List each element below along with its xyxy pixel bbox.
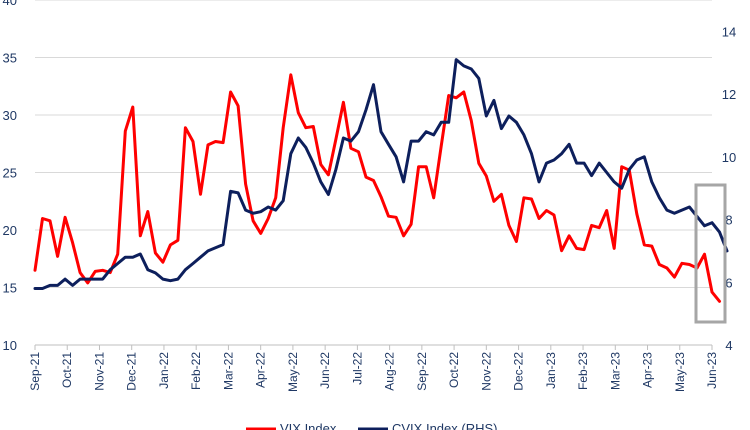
x-tick-label: Aug-22 (383, 352, 397, 391)
x-tick-label: Jan-23 (544, 352, 558, 389)
left-tick-label: 30 (3, 108, 17, 123)
left-tick-label: 35 (3, 51, 17, 66)
x-tick-label: Jul-22 (350, 352, 364, 385)
x-axis-ticks: Sep-21 Oct-21 Nov-21 Dec-21 Jan-22 Feb-22 Mar-… (28, 345, 719, 392)
x-tick-label: Apr-23 (641, 352, 655, 388)
x-tick-label: Dec-22 (512, 352, 526, 391)
right-tick-label: 8 (725, 213, 732, 228)
legend: VIX Index CVIX Index (RHS) (246, 421, 497, 430)
right-tick-label: 14 (722, 24, 736, 39)
x-tick-label: May-22 (286, 352, 300, 392)
x-tick-label: Mar-23 (608, 352, 622, 390)
left-tick-label: 25 (3, 166, 17, 181)
x-tick-label: Sep-22 (415, 352, 429, 391)
x-tick-label: Feb-22 (189, 352, 203, 390)
right-axis-ticks: 4 6 8 10 12 14 (722, 24, 736, 353)
right-tick-label: 4 (725, 338, 732, 353)
highlight-box (694, 183, 727, 324)
x-tick-label: Nov-22 (479, 352, 493, 391)
x-tick-label: Apr-22 (254, 352, 268, 388)
left-tick-label: 40 (3, 0, 17, 8)
x-tick-label: Oct-21 (60, 352, 74, 388)
right-tick-label: 12 (722, 87, 736, 102)
left-tick-label: 15 (3, 281, 17, 296)
series-line-vix (33, 73, 721, 303)
x-tick-label: Dec-21 (125, 352, 139, 391)
right-tick-label: 6 (725, 275, 732, 290)
gridlines (35, 0, 712, 346)
left-tick-label: 10 (3, 338, 17, 353)
x-tick-label: Jun-23 (705, 352, 719, 389)
legend-label-cvix: CVIX Index (RHS) (392, 421, 497, 430)
x-tick-label: May-23 (673, 352, 687, 392)
x-tick-label: Feb-23 (576, 352, 590, 390)
legend-label-vix: VIX Index (280, 421, 337, 430)
x-tick-label: Nov-21 (92, 352, 106, 391)
right-tick-label: 10 (722, 150, 736, 165)
left-axis-ticks: 10 15 20 25 30 35 40 (3, 0, 17, 353)
series-lines (33, 58, 729, 303)
x-tick-label: Mar-22 (221, 352, 235, 390)
x-tick-label: Jun-22 (318, 352, 332, 389)
x-tick-label: Sep-21 (28, 352, 42, 391)
series-line-cvix (33, 58, 729, 290)
x-tick-label: Oct-22 (447, 352, 461, 388)
x-tick-label: Jan-22 (157, 352, 171, 389)
left-tick-label: 20 (3, 223, 17, 238)
